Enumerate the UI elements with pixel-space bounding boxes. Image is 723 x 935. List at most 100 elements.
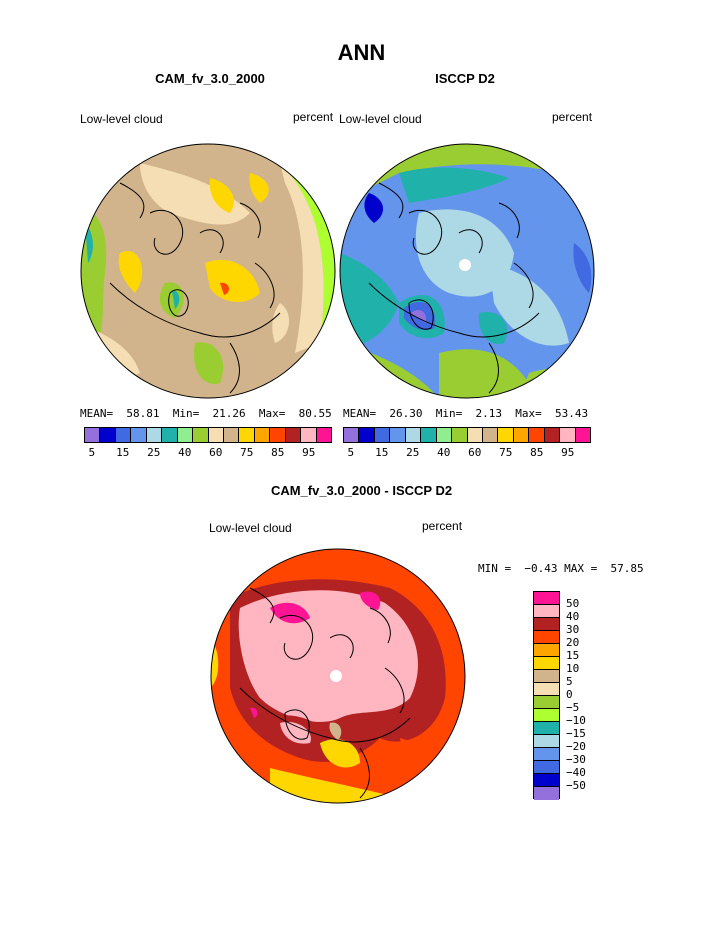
- colorbar-tick-label: 60: [209, 446, 223, 459]
- colorbar-tick-label: 30: [566, 623, 580, 636]
- colorbar-swatch: [254, 428, 271, 442]
- colorbar-swatch: [131, 428, 147, 442]
- colorbar-swatch: [193, 428, 209, 442]
- colorbar-tick-label: 5: [88, 446, 96, 459]
- colorbar-swatch: [534, 683, 559, 696]
- obs-colorbar: [343, 427, 591, 443]
- colorbar-swatch: [359, 428, 375, 442]
- colorbar-swatch: [115, 428, 132, 442]
- obs-panel-title: ISCCP D2: [435, 71, 495, 86]
- colorbar-tick-label: 0: [566, 688, 573, 701]
- colorbar-swatch: [177, 428, 194, 442]
- colorbar-tick-label: 5: [566, 675, 573, 688]
- colorbar-swatch: [544, 428, 561, 442]
- colorbar-swatch: [534, 787, 559, 800]
- colorbar-swatch: [344, 428, 360, 442]
- obs-colorbar-labels: 5 15 25 40 60 75 85 95: [343, 446, 591, 460]
- model-polar-map: [80, 143, 336, 399]
- diff-units-label: percent: [422, 519, 463, 533]
- colorbar-tick-label: 60: [468, 446, 482, 459]
- colorbar-swatch: [223, 428, 240, 442]
- colorbar-swatch: [405, 428, 422, 442]
- colorbar-swatch: [421, 428, 437, 442]
- colorbar-swatch: [534, 748, 559, 761]
- colorbar-tick-label: 15: [566, 649, 580, 662]
- colorbar-tick-label: 50: [566, 597, 580, 610]
- colorbar-swatch: [575, 428, 590, 442]
- obs-variable-label: Low-level cloud: [339, 112, 422, 126]
- model-colorbar-labels: 5 15 25 40 60 75 85 95: [84, 446, 332, 460]
- colorbar-tick-label: 15: [116, 446, 130, 459]
- colorbar-tick-label: 5: [347, 446, 355, 459]
- colorbar-tick-label: 40: [566, 610, 580, 623]
- colorbar-swatch: [534, 605, 559, 618]
- colorbar-swatch: [534, 735, 559, 748]
- diff-minmax: MIN = −0.43 MAX = 57.85: [478, 562, 644, 575]
- colorbar-tick-label: 15: [375, 446, 389, 459]
- colorbar-swatch: [534, 761, 559, 774]
- colorbar-tick-label: 20: [566, 636, 580, 649]
- colorbar-swatch: [534, 657, 559, 670]
- diff-colorbar: [533, 591, 560, 800]
- colorbar-tick-label: 95: [561, 446, 575, 459]
- colorbar-swatch: [100, 428, 116, 442]
- colorbar-swatch: [498, 428, 514, 442]
- colorbar-swatch: [239, 428, 255, 442]
- colorbar-swatch: [270, 428, 286, 442]
- colorbar-tick-label: −5: [566, 701, 580, 714]
- colorbar-tick-label: −15: [566, 727, 586, 740]
- page-title: ANN: [337, 40, 386, 65]
- colorbar-tick-label: 25: [406, 446, 420, 459]
- colorbar-swatch: [534, 592, 559, 605]
- colorbar-swatch: [534, 670, 559, 683]
- colorbar-tick-label: 40: [437, 446, 451, 459]
- colorbar-swatch: [162, 428, 178, 442]
- colorbar-tick-label: 85: [271, 446, 285, 459]
- colorbar-tick-label: 25: [147, 446, 161, 459]
- diff-variable-label: Low-level cloud: [209, 521, 292, 535]
- colorbar-swatch: [285, 428, 302, 442]
- colorbar-swatch: [146, 428, 163, 442]
- colorbar-swatch: [301, 428, 317, 442]
- obs-polar-map: [339, 143, 595, 399]
- diff-colorbar-labels: 50 40 30 20 15 10 5 0 −5 −10 −15 −20 −30 −40 −50: [566, 591, 626, 799]
- colorbar-tick-label: −50: [566, 779, 586, 792]
- colorbar-tick-label: −20: [566, 740, 586, 753]
- colorbar-tick-label: −30: [566, 753, 586, 766]
- obs-stats: MEAN= 26.30 Min= 2.13 Max= 53.43: [343, 407, 589, 420]
- colorbar-swatch: [534, 696, 559, 709]
- colorbar-tick-label: 95: [302, 446, 316, 459]
- colorbar-swatch: [534, 709, 559, 722]
- model-panel-title: CAM_fv_3.0_2000: [155, 71, 265, 86]
- colorbar-tick-label: 75: [499, 446, 513, 459]
- obs-units-label: percent: [552, 110, 593, 124]
- colorbar-swatch: [534, 644, 559, 657]
- colorbar-swatch: [316, 428, 331, 442]
- colorbar-tick-label: 10: [566, 662, 580, 675]
- colorbar-swatch: [208, 428, 224, 442]
- colorbar-tick-label: −10: [566, 714, 586, 727]
- colorbar-swatch: [534, 722, 559, 735]
- colorbar-tick-label: 85: [530, 446, 544, 459]
- colorbar-tick-label: −40: [566, 766, 586, 779]
- diff-polar-map: [210, 548, 466, 804]
- model-colorbar: [84, 427, 332, 443]
- colorbar-swatch: [436, 428, 453, 442]
- colorbar-swatch: [534, 618, 559, 631]
- model-units-label: percent: [293, 110, 334, 124]
- colorbar-swatch: [467, 428, 483, 442]
- colorbar-tick-label: 75: [240, 446, 254, 459]
- colorbar-swatch: [390, 428, 406, 442]
- colorbar-swatch: [513, 428, 530, 442]
- colorbar-swatch: [534, 631, 559, 644]
- model-variable-label: Low-level cloud: [80, 112, 163, 126]
- colorbar-swatch: [560, 428, 576, 442]
- colorbar-swatch: [529, 428, 545, 442]
- colorbar-tick-label: 40: [178, 446, 192, 459]
- model-stats: MEAN= 58.81 Min= 21.26 Max= 80.55: [80, 407, 332, 420]
- colorbar-swatch: [452, 428, 468, 442]
- diff-panel-title: CAM_fv_3.0_2000 - ISCCP D2: [270, 483, 453, 498]
- colorbar-swatch: [374, 428, 391, 442]
- colorbar-swatch: [482, 428, 499, 442]
- colorbar-swatch: [534, 774, 559, 787]
